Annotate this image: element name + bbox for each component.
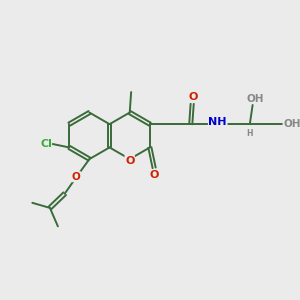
Text: H: H — [247, 129, 253, 138]
Text: O: O — [72, 172, 80, 182]
Text: O: O — [149, 170, 159, 180]
Text: NH: NH — [208, 118, 227, 128]
Text: O: O — [189, 92, 198, 103]
Text: OH: OH — [247, 94, 264, 103]
Text: Cl: Cl — [40, 139, 52, 149]
Text: O: O — [125, 155, 134, 166]
Text: OH: OH — [283, 119, 300, 129]
